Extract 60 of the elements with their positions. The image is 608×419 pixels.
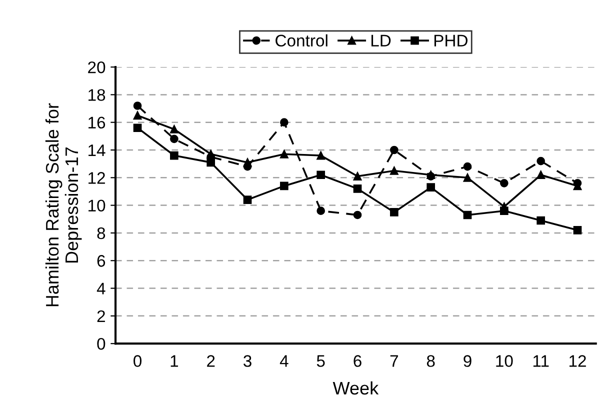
- point: [500, 179, 508, 188]
- point: [353, 172, 362, 180]
- y-tick-label: 10: [88, 200, 106, 212]
- x-tick-label: 0: [134, 355, 142, 367]
- x-tick-label: 2: [207, 355, 215, 367]
- y-tick-label: 18: [88, 89, 106, 101]
- y-tick-label: 12: [88, 172, 105, 184]
- x-tick-label: 7: [390, 355, 398, 367]
- y-tick-label: 4: [96, 282, 106, 294]
- point: [426, 183, 436, 192]
- x-tick-label: 12: [570, 355, 586, 367]
- x-tick-label: 8: [426, 355, 435, 367]
- point: [573, 226, 582, 234]
- y-tick-label: 6: [97, 255, 106, 267]
- legend-label: Control: [276, 34, 328, 47]
- point: [536, 170, 546, 180]
- point: [390, 146, 398, 154]
- x-tick-label: 5: [316, 355, 325, 367]
- point: [536, 216, 546, 225]
- point: [353, 210, 362, 220]
- legend-label: PHD: [434, 34, 468, 46]
- point: [500, 206, 508, 216]
- point: [316, 206, 326, 216]
- y-tick-label: 2: [97, 310, 105, 322]
- point: [170, 134, 178, 144]
- point: [463, 173, 472, 182]
- point: [280, 182, 288, 190]
- y-axis-title: Hamilton Rating Scale for Depression-17: [45, 103, 82, 306]
- point: [243, 196, 252, 204]
- y-tick-label: 20: [88, 61, 106, 74]
- x-tick-label: 11: [533, 355, 549, 367]
- y-tick-label: 0: [97, 338, 106, 350]
- x-tick-label: 4: [280, 355, 288, 367]
- point: [390, 208, 398, 216]
- point: [243, 158, 252, 167]
- point: [280, 150, 288, 158]
- x-tick-label: 10: [496, 355, 513, 367]
- point: [316, 170, 326, 180]
- x-axis-title: Week: [332, 381, 379, 395]
- point: [353, 184, 362, 193]
- point: [463, 210, 472, 220]
- y-tick-label: 14: [88, 144, 106, 156]
- legend-label: LD: [371, 34, 391, 46]
- point: [133, 102, 142, 110]
- point: [170, 151, 178, 160]
- point: [133, 111, 142, 120]
- y-tick-label: 16: [88, 116, 106, 129]
- x-tick-label: 6: [354, 355, 362, 367]
- point: [390, 166, 398, 175]
- point: [133, 124, 142, 132]
- x-tick-label: 9: [464, 355, 472, 367]
- point: [170, 125, 178, 134]
- point: [280, 118, 288, 127]
- point: [463, 162, 472, 171]
- x-tick-label: 1: [170, 355, 178, 367]
- x-tick-label: 3: [244, 355, 252, 367]
- point: [536, 156, 546, 166]
- point: [316, 151, 326, 160]
- y-tick-label: 8: [97, 227, 106, 240]
- point: [206, 158, 216, 167]
